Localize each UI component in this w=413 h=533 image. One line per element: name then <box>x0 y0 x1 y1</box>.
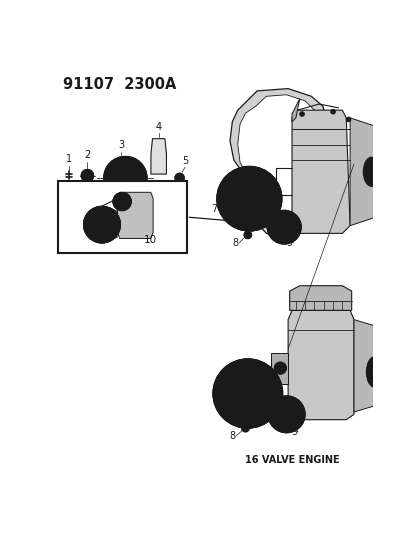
Text: 6: 6 <box>223 375 229 385</box>
Circle shape <box>216 166 281 231</box>
Circle shape <box>345 117 350 122</box>
Circle shape <box>280 223 287 231</box>
Text: 1: 1 <box>66 154 72 164</box>
Circle shape <box>100 223 103 226</box>
Circle shape <box>175 173 184 182</box>
Polygon shape <box>151 139 166 174</box>
Text: 6: 6 <box>221 179 227 188</box>
Text: 4: 4 <box>155 122 161 132</box>
Polygon shape <box>117 192 153 238</box>
Bar <box>58 181 186 253</box>
Text: 91107  2300A: 91107 2300A <box>62 77 176 92</box>
Text: 3: 3 <box>118 140 124 150</box>
Polygon shape <box>271 353 287 384</box>
Polygon shape <box>237 95 317 232</box>
Polygon shape <box>353 320 382 412</box>
Text: 7: 7 <box>213 381 219 391</box>
Circle shape <box>273 362 286 374</box>
Polygon shape <box>289 286 351 310</box>
Circle shape <box>113 192 131 211</box>
Circle shape <box>266 210 301 244</box>
Text: 10: 10 <box>144 235 157 245</box>
Circle shape <box>330 109 335 114</box>
Polygon shape <box>291 110 349 233</box>
Circle shape <box>241 424 249 432</box>
Circle shape <box>299 112 304 116</box>
Circle shape <box>123 176 127 180</box>
Circle shape <box>246 233 249 237</box>
Ellipse shape <box>363 157 380 187</box>
Circle shape <box>230 209 240 219</box>
Text: 8: 8 <box>232 238 238 248</box>
Circle shape <box>83 206 120 243</box>
Circle shape <box>81 169 93 182</box>
Text: 8: 8 <box>229 431 235 441</box>
Polygon shape <box>291 99 299 122</box>
Text: 9: 9 <box>291 427 297 437</box>
Circle shape <box>154 141 162 149</box>
Text: 7: 7 <box>211 204 217 214</box>
Polygon shape <box>230 88 326 237</box>
Polygon shape <box>287 310 353 419</box>
Ellipse shape <box>366 357 382 387</box>
Circle shape <box>246 196 252 201</box>
Circle shape <box>153 161 164 172</box>
Circle shape <box>267 396 304 433</box>
Polygon shape <box>96 208 117 238</box>
Circle shape <box>243 231 251 239</box>
Circle shape <box>227 375 236 384</box>
Circle shape <box>103 156 147 199</box>
Text: 9: 9 <box>286 238 292 248</box>
Circle shape <box>212 359 282 428</box>
Text: 16 VALVE ENGINE: 16 VALVE ENGINE <box>244 455 339 465</box>
Polygon shape <box>349 118 376 225</box>
Text: 5: 5 <box>181 156 188 166</box>
Circle shape <box>243 426 247 430</box>
Circle shape <box>120 199 124 204</box>
Text: 2: 2 <box>84 150 90 160</box>
Circle shape <box>282 410 290 418</box>
Circle shape <box>244 391 250 397</box>
